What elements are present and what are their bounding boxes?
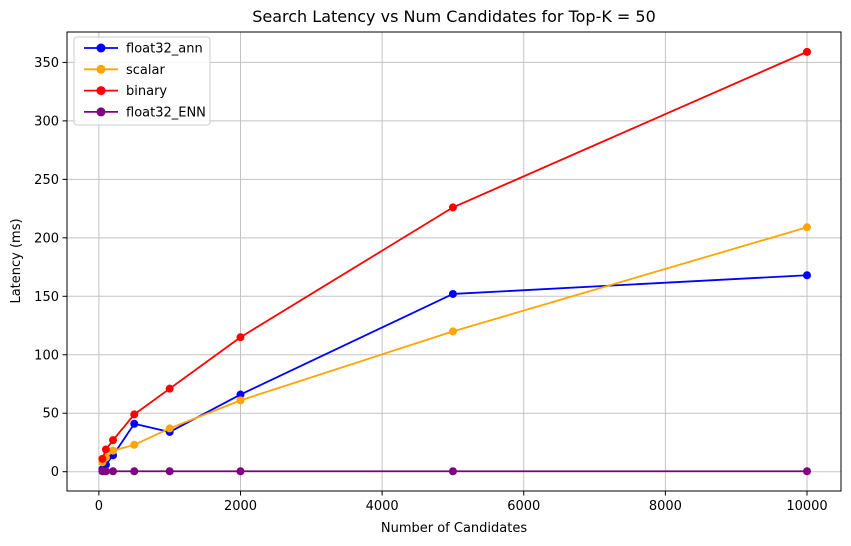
data-point-float32_ENN <box>130 467 139 476</box>
legend-box <box>73 36 211 126</box>
data-point-scalar <box>109 446 118 455</box>
data-point-binary <box>803 47 812 56</box>
x-tick-label: 6000 <box>507 499 540 514</box>
x-tick-label: 8000 <box>649 499 682 514</box>
data-point-binary <box>98 454 107 463</box>
plot-spines <box>66 31 842 492</box>
data-point-float32_ENN <box>803 467 812 476</box>
x-tick-label: 0 <box>95 499 103 514</box>
y-tick-label: 50 <box>42 407 59 422</box>
x-axis-label: Number of Candidates <box>381 521 527 536</box>
data-point-binary <box>109 436 118 445</box>
legend-label-float32_ann: float32_ann <box>126 42 203 57</box>
data-point-float32_ENN <box>101 467 110 476</box>
data-point-binary <box>236 333 245 342</box>
y-tick-label: 250 <box>34 173 59 188</box>
plot-area: 0 2000 4000 6000 8000 10000 0 50 100 150 200 250 300… <box>34 31 842 514</box>
data-point-float32_ENN <box>448 467 457 476</box>
data-point-binary <box>101 445 110 454</box>
series-line-scalar <box>101 226 808 463</box>
data-point-binary <box>165 384 174 393</box>
x-tick-label: 10000 <box>786 499 827 514</box>
data-point-scalar <box>236 396 245 405</box>
legend-marker-binary <box>96 86 106 96</box>
data-point-float32_ann <box>236 390 245 399</box>
legend-marker-float32_ENN <box>96 107 106 117</box>
data-point-float32_ann <box>448 289 457 298</box>
legend-marker-float32_ann <box>96 43 106 53</box>
x-tick-label: 4000 <box>366 499 399 514</box>
data-point-float32_ENN <box>165 467 174 476</box>
chart-title: Search Latency vs Num Candidates for Top… <box>252 7 656 26</box>
y-tick-label: 100 <box>34 348 59 363</box>
series-line-float32_ann <box>101 274 808 470</box>
legend-label-binary: binary <box>126 84 167 99</box>
data-point-float32_ENN <box>109 467 118 476</box>
data-point-binary <box>448 203 457 212</box>
data-point-scalar <box>803 223 812 232</box>
data-point-float32_ann <box>130 419 139 428</box>
y-axis-label: Latency (ms) <box>9 218 24 303</box>
y-tick-label: 0 <box>51 465 59 480</box>
y-tick-label: 300 <box>34 114 59 129</box>
y-tick-label: 350 <box>34 56 59 71</box>
legend-label-float32_ENN: float32_ENN <box>126 105 206 120</box>
data-point-scalar <box>130 440 139 449</box>
data-point-scalar <box>448 327 457 336</box>
data-point-float32_ENN <box>236 467 245 476</box>
legend-label-scalar: scalar <box>126 63 165 78</box>
y-tick-label: 200 <box>34 231 59 246</box>
data-point-binary <box>130 410 139 419</box>
legend-marker-scalar <box>96 64 106 74</box>
data-point-float32_ann <box>803 271 812 280</box>
y-tick-label: 150 <box>34 290 59 305</box>
x-tick-label: 2000 <box>224 499 257 514</box>
data-point-scalar <box>165 424 174 433</box>
